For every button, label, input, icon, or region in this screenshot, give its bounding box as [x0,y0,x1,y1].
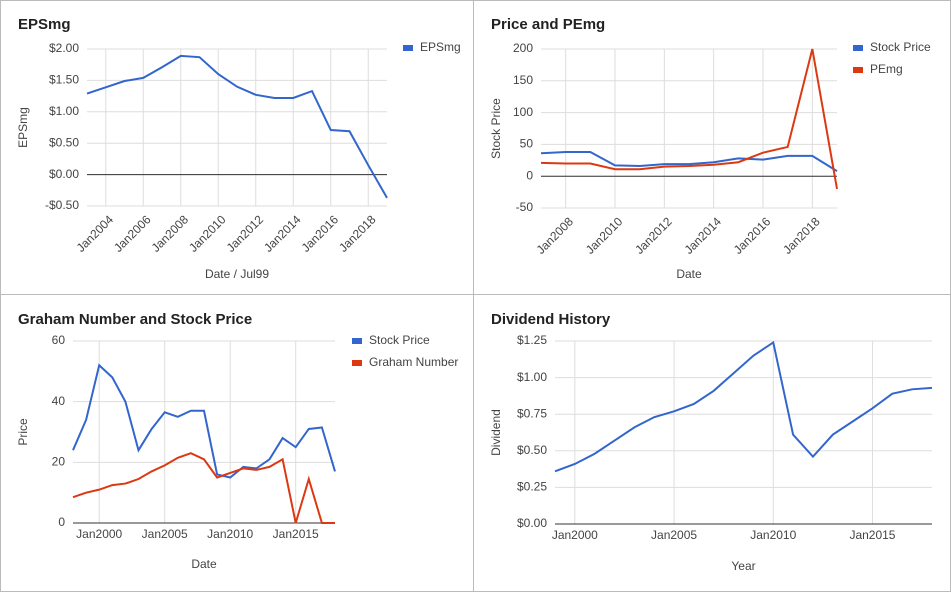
y-tick-label: $0.75 [517,406,547,420]
x-tick-label: Jan2005 [651,528,697,542]
y-tick-label: $0.25 [517,480,547,494]
legend-label: Stock Price [369,333,430,347]
y-tick-label: $1.00 [517,370,547,384]
series-line [72,363,336,479]
legend-label: Stock Price [870,40,931,54]
y-tick-label: -$0.50 [45,198,79,212]
series-line [86,54,388,199]
y-axis-label: Stock Price [489,98,503,159]
legend-swatch [352,360,362,366]
series-line [72,452,335,524]
y-tick-label: 100 [513,105,533,119]
legend-label: Graham Number [369,355,458,369]
chart-title: EPSmg [18,16,71,33]
x-tick-label: Jan2015 [849,528,895,542]
x-tick-label: Jan2010 [750,528,796,542]
legend-label: PEmg [870,62,903,76]
y-tick-label: 0 [58,515,65,529]
x-tick-label: Jan2004 [74,212,117,255]
y-tick-label: $0.50 [49,135,79,149]
y-axis-label: EPSmg [16,107,30,148]
chart-title: Price and PEmg [491,16,605,33]
x-tick-label: Jan2005 [142,527,188,541]
x-axis-label: Date / Jul99 [205,267,269,281]
x-tick-label: Jan2010 [186,212,229,255]
x-tick-label: Jan2014 [682,214,725,257]
y-tick-label: 20 [52,455,66,469]
series-line [540,151,838,172]
x-tick-label: Jan2000 [76,527,122,541]
x-tick-label: Jan2018 [336,212,379,255]
x-axis-label: Date [191,557,217,571]
y-tick-label: $1.00 [49,104,79,118]
y-tick-label: $0.00 [49,167,79,181]
y-tick-label: $1.50 [49,73,79,87]
x-tick-label: Jan2010 [583,214,626,257]
series-line [554,340,933,473]
y-axis-label: Price [16,418,30,446]
x-axis-label: Year [731,559,755,573]
y-tick-label: 150 [513,73,533,87]
x-tick-label: Jan2016 [731,214,774,257]
y-tick-label: 60 [52,333,66,347]
legend-swatch [352,338,362,344]
chart-title: Dividend History [491,311,611,328]
y-tick-label: $2.00 [49,41,79,55]
y-tick-label: 40 [52,394,66,408]
x-tick-label: Jan2006 [111,212,154,255]
y-tick-label: $1.25 [517,333,547,347]
x-tick-label: Jan2015 [273,527,319,541]
x-tick-label: Jan2008 [149,212,192,255]
y-tick-label: 50 [520,137,534,151]
y-tick-label: $0.00 [517,516,547,530]
x-tick-label: Jan2016 [299,212,342,255]
legend-swatch [403,45,413,51]
x-tick-label: Jan2012 [224,212,267,255]
x-tick-label: Jan2008 [534,214,577,257]
y-tick-label: 0 [526,168,533,182]
legend-swatch [853,45,863,51]
x-tick-label: Jan2018 [780,214,823,257]
y-tick-label: $0.50 [517,443,547,457]
y-tick-label: 200 [513,41,533,55]
legend-label: EPSmg [420,40,461,54]
chart-title: Graham Number and Stock Price [18,311,252,328]
x-tick-label: Jan2000 [552,528,598,542]
series-line [540,48,838,190]
x-tick-label: Jan2010 [207,527,253,541]
x-tick-label: Jan2012 [632,214,675,257]
y-tick-label: -50 [516,200,534,214]
x-axis-label: Date [676,267,702,281]
x-tick-label: Jan2014 [261,212,304,255]
y-axis-label: Dividend [489,409,503,456]
legend-swatch [853,67,863,73]
